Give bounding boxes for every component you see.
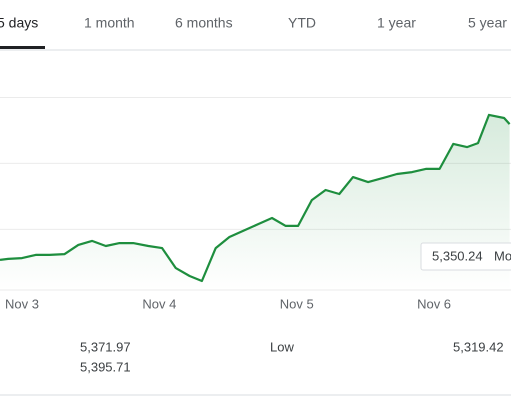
stat-value: 5,371.97 <box>80 339 131 354</box>
tooltip-date: Mo <box>494 248 511 263</box>
tooltip-box <box>420 242 511 271</box>
tab[interactable]: 1 year <box>377 15 416 31</box>
tab[interactable]: 6 months <box>175 15 233 31</box>
tab[interactable]: 1 month <box>84 15 135 31</box>
tab[interactable]: YTD <box>288 15 316 31</box>
price-line <box>0 113 511 283</box>
tab[interactable]: 5 year <box>468 15 507 31</box>
stat-value: 5,319.42 <box>453 339 504 354</box>
area-fill <box>0 114 510 291</box>
x-tick-label: Nov 4 <box>142 296 176 311</box>
x-tick-label: Nov 5 <box>280 296 314 311</box>
tooltip-value: 5,350.24 <box>432 248 483 263</box>
tab[interactable]: 5 days <box>0 15 38 31</box>
active-tab-underline <box>0 46 45 49</box>
x-tick-label: Nov 3 <box>5 296 39 311</box>
x-tick-label: Nov 6 <box>417 296 451 311</box>
stat-value: 5,395.71 <box>80 359 131 374</box>
stat-label: Low <box>270 339 294 354</box>
